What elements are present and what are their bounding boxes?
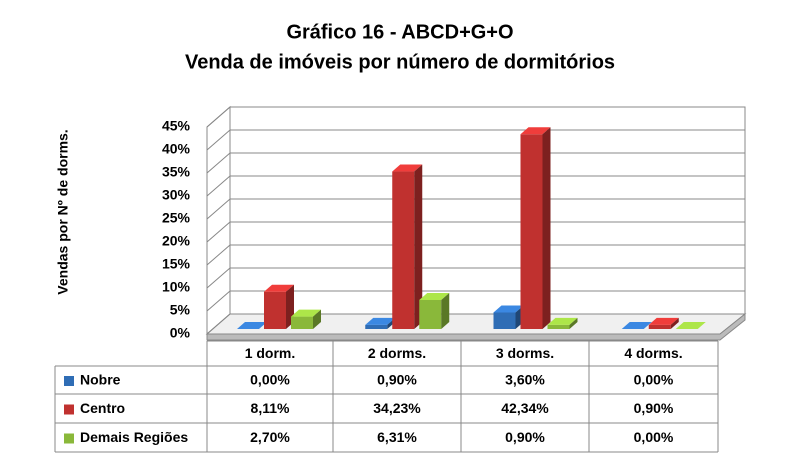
grid-line [206, 313, 745, 335]
table-value: 0,00% [250, 372, 290, 388]
bar-top [291, 309, 321, 317]
side-wall [206, 105, 231, 336]
bar-front [520, 134, 543, 329]
bar-side [313, 309, 321, 329]
y-tick-label: 40% [162, 141, 191, 157]
bar [237, 322, 267, 329]
y-tick-label: 35% [162, 164, 191, 180]
table-value: 42,34% [501, 400, 549, 416]
grid-line [206, 267, 745, 289]
table-value: 34,23% [373, 400, 421, 416]
bar-top [493, 305, 524, 313]
table-value: 2,70% [250, 429, 290, 445]
y-tick-label: 5% [170, 302, 191, 318]
grid-line [206, 152, 745, 174]
table-value: 0,00% [634, 429, 674, 445]
bar [520, 127, 551, 330]
grid-line [206, 175, 745, 197]
bar [648, 317, 679, 329]
legend-key [64, 404, 74, 415]
bar-side [542, 127, 551, 330]
grid-line [206, 129, 745, 151]
table-value: 6,31% [377, 429, 417, 445]
bar-side [414, 164, 423, 329]
table-value: 0,90% [505, 429, 545, 445]
bar-side [569, 317, 578, 329]
bar-front [648, 324, 671, 329]
table-value: 0,00% [634, 372, 674, 388]
bar-side [670, 317, 679, 329]
bar [547, 317, 578, 329]
bar [675, 322, 706, 329]
y-tick-label: 15% [162, 256, 191, 272]
grid-line [206, 106, 745, 128]
bar-top [392, 164, 423, 172]
x-tick-label: 3 dorms. [496, 345, 554, 361]
legend-key [64, 433, 74, 444]
x-tick-label: 4 dorms. [624, 345, 682, 361]
bar-top [547, 317, 578, 325]
bar-front [264, 291, 286, 329]
table-value: 3,60% [505, 372, 545, 388]
grid-line [206, 290, 745, 312]
legend-label: Nobre [80, 372, 121, 388]
bar-front [365, 324, 388, 329]
chart-subtitle: Venda de imóveis por número de dormitóri… [185, 51, 615, 73]
bar [419, 292, 450, 329]
bar [264, 284, 294, 329]
bar [291, 309, 321, 329]
y-axis-label: Vendas por Nº de dorms. [55, 129, 71, 294]
y-tick-label: 45% [162, 118, 191, 134]
bar-top [621, 322, 652, 329]
bar-top [419, 292, 450, 300]
grid-line [206, 244, 745, 266]
bar-front [547, 324, 570, 329]
legend-label: Centro [80, 400, 125, 416]
bar [493, 305, 524, 329]
bar-top [648, 317, 679, 325]
grid-line [206, 198, 745, 220]
bar-top [264, 284, 294, 292]
legend-key [64, 376, 74, 386]
bar-top [675, 322, 706, 329]
bar-top [520, 127, 551, 135]
back-wall [229, 106, 746, 315]
table-value: 8,11% [251, 400, 290, 416]
y-tick-label: 30% [162, 187, 191, 203]
bar [621, 322, 652, 329]
bar-side [441, 292, 450, 329]
x-tick-label: 1 dorm. [245, 345, 296, 361]
y-tick-label: 20% [162, 233, 191, 249]
bar-top [237, 322, 267, 329]
legend-label: Demais Regiões [80, 429, 188, 445]
table-value: 0,90% [377, 372, 417, 388]
grid-line [206, 221, 745, 243]
bar-top [365, 317, 396, 325]
y-tick-label: 10% [162, 279, 191, 295]
y-tick-label: 25% [162, 210, 191, 226]
bar-front [291, 316, 313, 329]
bar-front [419, 299, 442, 329]
bar-front [493, 312, 516, 329]
table-value: 0,90% [634, 400, 674, 416]
y-tick-label: 0% [170, 325, 191, 341]
bar [392, 164, 423, 329]
floor-edge [206, 312, 746, 341]
bar-front [392, 171, 415, 329]
chart-title: Gráfico 16 - ABCD+G+O [286, 21, 513, 43]
x-tick-label: 2 dorms. [368, 345, 426, 361]
